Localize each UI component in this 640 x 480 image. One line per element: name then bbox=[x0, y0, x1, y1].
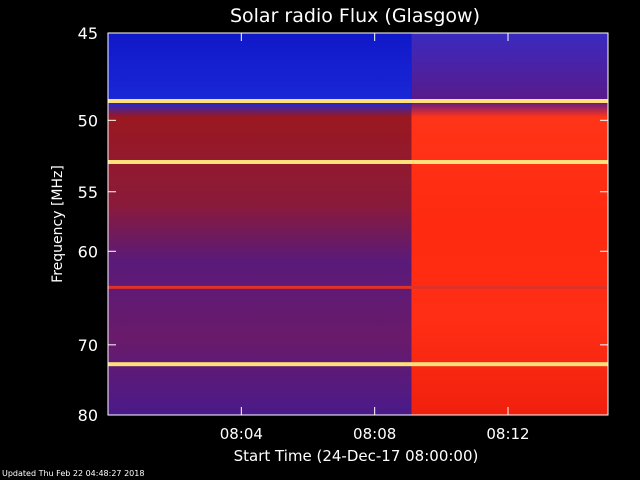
x-tick-label: 08:12 bbox=[486, 425, 529, 443]
y-tick-label: 80 bbox=[78, 406, 98, 425]
right-region bbox=[411, 33, 608, 415]
bright-line bbox=[108, 159, 608, 164]
y-axis-label: Frequency [MHz] bbox=[50, 165, 66, 283]
y-tick-label: 45 bbox=[78, 24, 98, 43]
mid-line bbox=[108, 285, 608, 289]
y-tick-label: 50 bbox=[78, 111, 98, 130]
y-tick-label: 55 bbox=[78, 183, 98, 202]
x-axis-label: Start Time (24-Dec-17 08:00:00) bbox=[234, 447, 479, 465]
plot-border bbox=[107, 32, 609, 416]
bright-line bbox=[108, 362, 608, 367]
plot-area bbox=[107, 32, 609, 416]
x-tick-label: 08:04 bbox=[220, 425, 263, 443]
left-region bbox=[108, 33, 412, 415]
bright-line bbox=[108, 98, 608, 103]
y-tick-label: 60 bbox=[78, 242, 98, 261]
chart-title: Solar radio Flux (Glasgow) bbox=[230, 5, 480, 27]
y-tick-label: 70 bbox=[78, 336, 98, 355]
updated-timestamp: Updated Thu Feb 22 04:48:27 2018 bbox=[2, 469, 145, 478]
x-tick-label: 08:08 bbox=[353, 425, 396, 443]
